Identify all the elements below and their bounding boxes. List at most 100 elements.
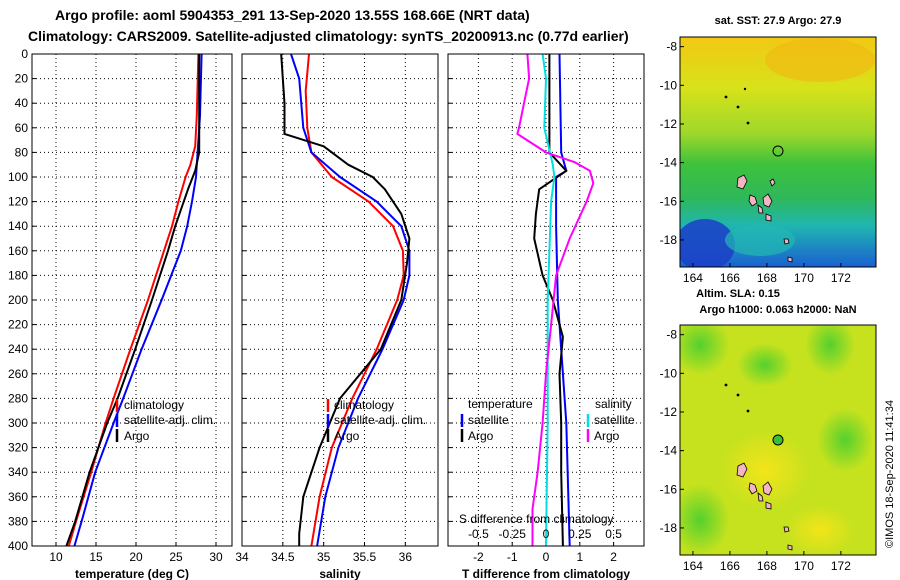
temperature-panel: 10 15 20 25 30 temperature (deg C): [31, 53, 233, 580]
sla-map-title-2: Argo h1000: 0.063 h2000: NaN: [699, 304, 856, 316]
depth-tick-label: 60: [15, 121, 29, 135]
x-tick-label: 10: [49, 550, 63, 564]
series-line-satellite-adj-clim-: [73, 53, 203, 547]
sla-cool-blob: [680, 484, 730, 555]
sla-cool-blob: [805, 325, 855, 375]
island-dot: [746, 121, 750, 125]
map-x-tick-label: 172: [831, 559, 851, 573]
island-dot: [743, 87, 747, 91]
legend-label-s-argo: Argo: [594, 429, 620, 443]
sla-warm-blob: [785, 505, 855, 555]
sla-cool-blob: [680, 325, 730, 375]
legend-label-t-satellite: satellite: [468, 413, 509, 427]
sst-warm-patch: [765, 38, 875, 82]
header-line-2: Climatology: CARS2009. Satellite-adjuste…: [28, 28, 629, 44]
x-tick-label: 34: [235, 550, 249, 564]
map-y-tick-label: -18: [660, 233, 678, 247]
series-line-climatology: [304, 53, 405, 547]
map-y-tick-label: -12: [660, 405, 678, 419]
sst-cold-patch: [680, 219, 735, 267]
series-line-argo: [65, 54, 201, 547]
x-tick-label: 1: [576, 550, 583, 564]
x-tick-label: 34.5: [271, 550, 295, 564]
legend-label-satellite: satellite-adj. clim.: [124, 413, 216, 427]
depth-tick-label: 320: [8, 441, 28, 455]
sla-map-ticks: 164 166 168 170 172 -8 -10 -12 -14 -16 -18: [660, 328, 852, 573]
series-line-temperature-argo: [533, 54, 568, 547]
depth-tick-label: 120: [8, 195, 28, 209]
s-diff-tick-label: 0.25: [568, 527, 592, 541]
x-tick-label: 30: [209, 550, 223, 564]
island-shape: [757, 492, 764, 502]
sla-warm-blob: [720, 430, 810, 510]
depth-tick-label: 100: [8, 170, 28, 184]
series-line-argo: [280, 53, 411, 546]
s-diff-tick-label: 0.5: [605, 527, 622, 541]
imos-credit: ©IMOS 18-Sep-2020 11:41:34: [884, 400, 896, 548]
salinity-legend: climatology satellite-adj. clim. Argo: [326, 398, 426, 443]
island-shape: [783, 526, 790, 533]
legend-label-t-argo: Argo: [468, 429, 494, 443]
sst-map-ticks: 164 166 168 170 172 -8 -10 -12 -14 -16 -18: [660, 40, 852, 285]
series-line-temperature-satellite: [555, 53, 571, 547]
depth-tick-label: 0: [21, 47, 28, 61]
map-x-tick-label: 164: [683, 271, 703, 285]
map-x-tick-label: 172: [831, 271, 851, 285]
island-shape: [765, 213, 772, 222]
depth-tick-label: 260: [8, 367, 28, 381]
depth-tick-label: 400: [8, 539, 28, 553]
island-dot: [736, 105, 740, 109]
salinity-panel: 34 34.5 35 35.5 36 salinity: [235, 53, 439, 580]
x-tick-label: 36: [399, 550, 413, 564]
x-tick-label: 2: [610, 550, 617, 564]
s-diff-tick-label: -0.25: [499, 527, 527, 541]
island-dot: [736, 393, 740, 397]
s-diff-tick-label: -0.5: [468, 527, 489, 541]
map-x-tick-label: 168: [757, 559, 777, 573]
island-dot: [746, 409, 750, 413]
island-dot: [724, 383, 728, 387]
island-shape: [787, 544, 793, 551]
x-tick-label: 35: [317, 550, 331, 564]
legend-label-climatology: climatology: [334, 398, 394, 412]
x-tick-label: 35.5: [353, 550, 377, 564]
x-axis-label: T difference from climatology: [462, 567, 630, 580]
legend-label-s-satellite: satellite: [594, 413, 635, 427]
map-x-tick-label: 166: [720, 559, 740, 573]
x-tick-label: -1: [507, 550, 518, 564]
difference-panel: -2 -1 0 1 2 T difference from climatology: [447, 53, 645, 580]
argo-float-marker: [772, 434, 784, 446]
series-line-salinity-argo: [516, 53, 595, 546]
depth-tick-label: 300: [8, 416, 28, 430]
island-shape: [762, 193, 773, 208]
map-y-tick-label: -12: [660, 117, 678, 131]
map-y-tick-label: -10: [660, 78, 678, 92]
plot-frame: [31, 53, 233, 547]
depth-tick-label: 80: [15, 145, 29, 159]
map-x-tick-label: 166: [720, 271, 740, 285]
depth-tick-label: 200: [8, 293, 28, 307]
x-tick-label: 15: [89, 550, 103, 564]
series-line-satellite-adj-clim-: [290, 53, 411, 547]
island-shape: [783, 238, 790, 245]
header-line-1: Argo profile: aoml 5904353_291 13-Sep-20…: [55, 7, 530, 23]
plot-frame: [241, 53, 439, 547]
island-shape: [787, 256, 793, 263]
x-axis-label: temperature (deg C): [75, 567, 189, 580]
map-y-tick-label: -14: [660, 156, 678, 170]
depth-tick-label: 140: [8, 219, 28, 233]
sst-map-frame: [679, 36, 877, 268]
sst-teal-patch: [725, 224, 795, 256]
legend-label-satellite: satellite-adj. clim.: [334, 413, 426, 427]
x-tick-label: 0: [543, 550, 550, 564]
temperature-legend: climatology satellite-adj. clim. Argo: [115, 398, 216, 443]
depth-tick-label: 160: [8, 244, 28, 258]
x-tick-label: 20: [129, 550, 143, 564]
island-shape: [748, 194, 758, 207]
legend-label-argo: Argo: [334, 429, 360, 443]
sla-cool-blob: [737, 343, 793, 387]
depth-tick-label: 280: [8, 391, 28, 405]
sla-map-frame: [679, 324, 877, 556]
